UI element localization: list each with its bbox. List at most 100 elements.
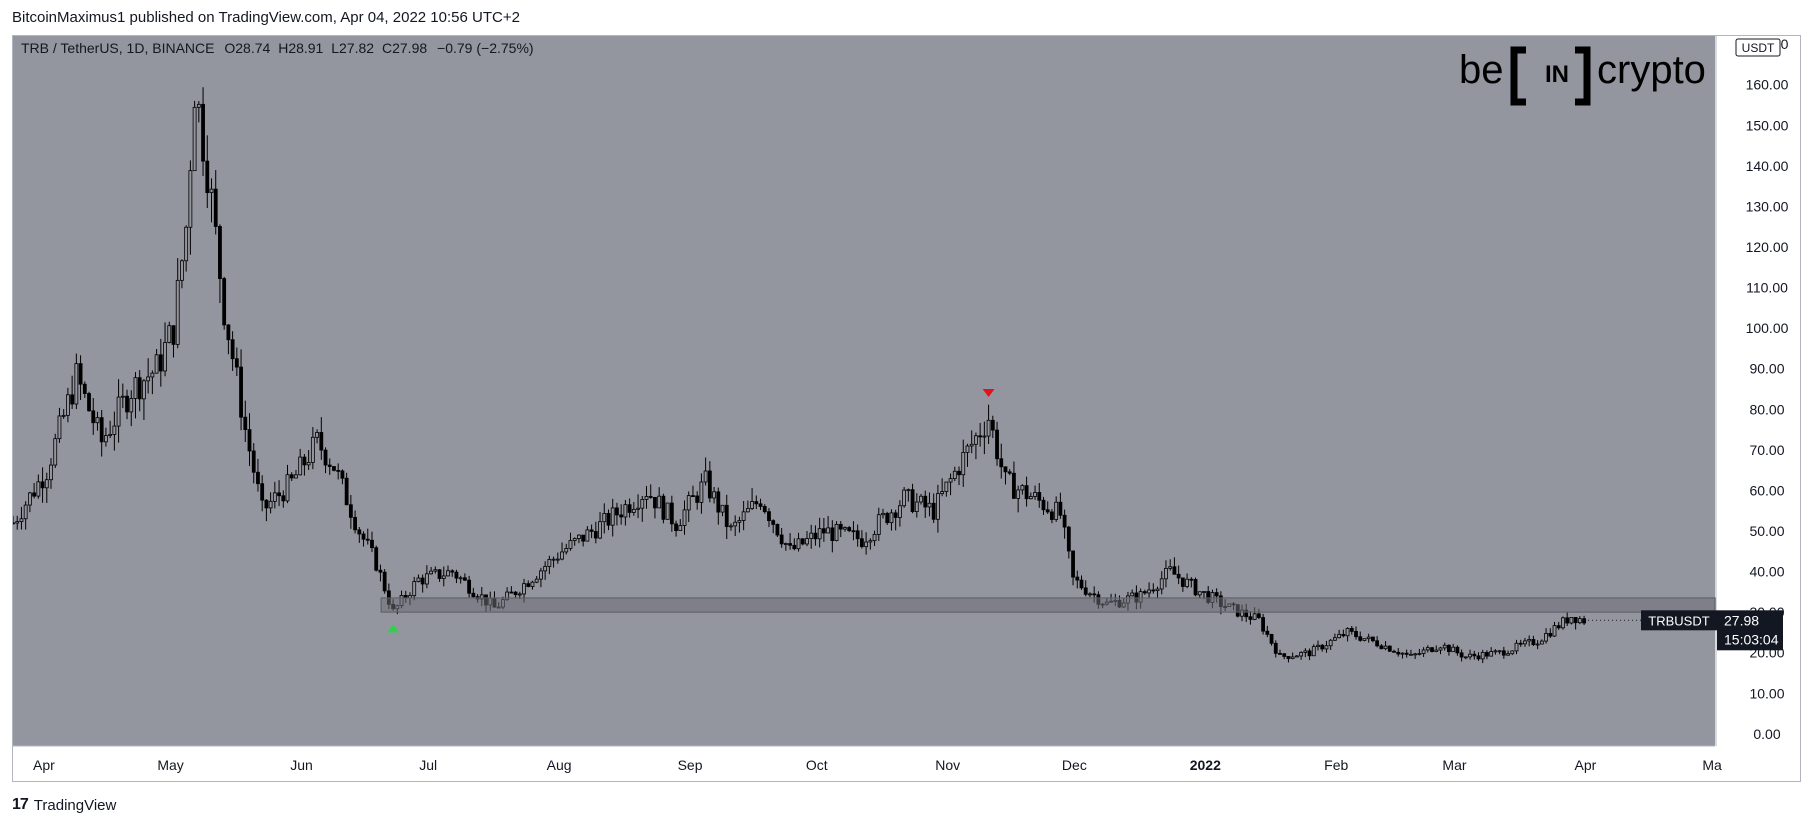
candle-body bbox=[509, 591, 514, 594]
candle-body bbox=[433, 569, 438, 572]
candle-body bbox=[644, 496, 649, 500]
x-tick-label: Oct bbox=[806, 757, 828, 773]
legend-low-label: L bbox=[331, 40, 339, 56]
candle-body bbox=[1375, 640, 1380, 647]
candle-body bbox=[209, 188, 214, 194]
candle-body bbox=[129, 398, 134, 413]
currency-badge[interactable]: USDT bbox=[1735, 38, 1781, 57]
candle-body bbox=[707, 470, 712, 499]
candle-body bbox=[1024, 485, 1029, 500]
candle-body bbox=[1075, 576, 1080, 581]
candle-body bbox=[1387, 645, 1392, 652]
candle-body bbox=[1269, 633, 1274, 644]
candle-body bbox=[1003, 466, 1008, 473]
candle-body bbox=[201, 103, 205, 162]
candle-body bbox=[1172, 566, 1177, 575]
candle-body bbox=[1383, 645, 1388, 650]
footer-brand[interactable]: TradingView bbox=[33, 796, 117, 814]
candle-body bbox=[412, 581, 417, 597]
candle-body bbox=[1337, 633, 1342, 639]
price-tag-countdown: 15:03:04 bbox=[1724, 631, 1779, 647]
candle-body bbox=[745, 508, 750, 513]
candle-body bbox=[927, 502, 932, 508]
candle-body bbox=[1577, 618, 1582, 624]
candle-body bbox=[471, 592, 476, 598]
published-line: BitcoinMaximus1 published on TradingView… bbox=[12, 9, 520, 26]
candle-body bbox=[13, 522, 15, 525]
candle-body bbox=[678, 525, 683, 531]
candle-body bbox=[32, 492, 37, 497]
candle-body bbox=[733, 521, 738, 527]
candle-body bbox=[70, 394, 75, 405]
candle-body bbox=[53, 438, 58, 466]
candle-body bbox=[936, 493, 940, 520]
candle-body bbox=[27, 492, 32, 506]
candle-body bbox=[336, 470, 341, 472]
candle-body bbox=[1455, 646, 1460, 654]
candle-body bbox=[564, 548, 569, 553]
candle-body bbox=[150, 372, 155, 378]
candle-body bbox=[319, 432, 324, 451]
candle-body bbox=[1083, 587, 1088, 595]
candle-body bbox=[175, 279, 180, 345]
legend-open-label: O bbox=[224, 40, 235, 56]
candle-body bbox=[256, 471, 260, 485]
candle-body bbox=[1425, 647, 1430, 651]
candle-body bbox=[382, 571, 387, 592]
candle-body bbox=[737, 520, 742, 523]
candle-body bbox=[230, 339, 235, 360]
candle-body bbox=[767, 511, 771, 522]
candle-body bbox=[615, 507, 619, 516]
candle-body bbox=[589, 529, 594, 532]
candle-body bbox=[1168, 566, 1173, 569]
candle-body bbox=[1392, 650, 1396, 653]
candle-body bbox=[1506, 653, 1510, 656]
chart-canvas[interactable]: TRB / TetherUS, 1D, BINANCE O28.74 H28.9… bbox=[13, 36, 1800, 781]
candle-body bbox=[437, 569, 442, 579]
candle-body bbox=[522, 583, 526, 595]
y-tick-label: 160.00 bbox=[1746, 77, 1789, 93]
candle-body bbox=[560, 551, 564, 560]
candle-body bbox=[1472, 653, 1477, 657]
x-tick-label: Mar bbox=[1442, 757, 1466, 773]
candle-body bbox=[1493, 650, 1498, 653]
candle-body bbox=[1079, 579, 1084, 589]
candle-body bbox=[1556, 625, 1561, 629]
candle-body bbox=[1180, 577, 1185, 587]
candle-body bbox=[281, 495, 286, 502]
candle-body bbox=[1463, 656, 1468, 659]
candle-body bbox=[467, 579, 472, 594]
candle-body bbox=[116, 396, 121, 427]
candle-body bbox=[82, 383, 87, 394]
candle-body bbox=[843, 527, 847, 530]
legend-symbol: TRB / TetherUS, 1D, BINANCE bbox=[21, 40, 214, 56]
candle-body bbox=[344, 477, 349, 506]
candle-body bbox=[851, 530, 856, 533]
y-tick-label: 90.00 bbox=[1749, 361, 1784, 377]
candle-body bbox=[653, 497, 657, 509]
currency-badge-text: USDT bbox=[1742, 41, 1775, 55]
candle-body bbox=[695, 495, 700, 503]
x-tick-label: Sep bbox=[678, 757, 703, 773]
candle-body bbox=[555, 558, 560, 561]
candle-body bbox=[374, 547, 379, 571]
candle-body bbox=[859, 538, 864, 548]
candle-body bbox=[167, 325, 172, 343]
candle-body bbox=[180, 260, 184, 281]
time-axis[interactable]: Apr May Jun Jul Aug Sep Oct Nov Dec 2022 Feb Mar Apr… bbox=[13, 745, 1722, 773]
tradingview-logo-icon: 17 bbox=[12, 796, 29, 813]
candle-body bbox=[1345, 628, 1350, 637]
candle-body bbox=[1050, 511, 1054, 520]
chart-frame bbox=[12, 35, 1801, 782]
candle-body bbox=[1366, 636, 1371, 640]
candle-body bbox=[539, 570, 543, 580]
candle-body bbox=[327, 464, 332, 467]
candle-body bbox=[855, 530, 860, 540]
candle-body bbox=[1290, 656, 1295, 659]
candle-body bbox=[1438, 647, 1443, 651]
candle-body bbox=[298, 456, 303, 476]
candle-body bbox=[686, 495, 691, 511]
candle-body bbox=[112, 425, 117, 435]
candle-body bbox=[754, 501, 759, 505]
candle-body bbox=[1497, 650, 1502, 653]
